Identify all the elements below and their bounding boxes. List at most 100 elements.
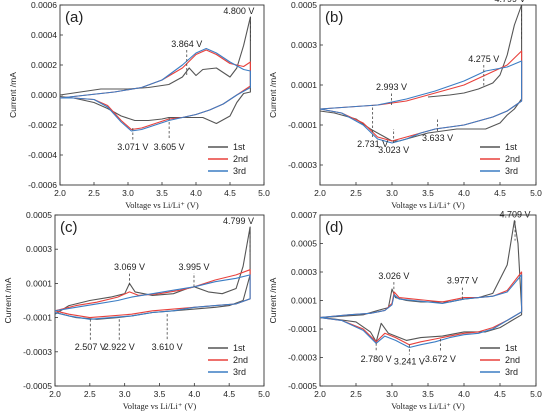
annotation-label: 3.069 V [114,262,145,272]
x-tick-label: 2.0 [54,188,66,198]
annotation-label: 2.780 V [361,354,392,364]
x-tick-label: 3.0 [119,389,131,399]
x-tick-label: 3.5 [156,188,168,198]
x-axis-title: Voltage vs Li/Li⁺ (V) [123,401,197,411]
x-axis-title: Voltage vs Li/Li⁺ (V) [391,401,465,411]
legend-entry: 1st [505,343,518,353]
y-tick-label: 0.0003 [291,267,317,277]
y-tick-label: -0.0001 [288,120,317,130]
annotation-label: 3.026 V [378,271,409,281]
series-line-2nd [319,271,523,346]
y-axis-title: Current /mA [3,277,13,323]
y-tick-label: 0.0006 [31,0,57,10]
legend-entry: 2nd [233,355,248,365]
series-line-3rd [59,47,251,132]
panel-b: 2.0 2.5 3.0 3.5 4.0 4.5 5.0 -0.0003 -0.0001 0.000… [268,0,542,210]
x-tick-label: 2.0 [49,389,61,399]
annotation-label: 3.023 V [378,145,409,155]
annotation-label: 3.864 V [171,39,202,49]
series-line-2nd [319,50,523,142]
y-axis-title: Current /mA [268,72,278,118]
series-line-3rd [319,274,523,349]
y-tick-label: 0.0002 [31,60,57,70]
y-tick-label: -0.0003 [23,347,52,357]
y-tick-label: 0.0007 [291,210,317,220]
legend-entry: 3rd [233,367,246,377]
panel-label: (c) [60,219,78,236]
annotation-label: 4.800 V [223,6,254,16]
y-axis-title: Current /mA [8,72,18,118]
y-tick-label: 0.0000 [31,90,57,100]
legend-entry: 1st [233,343,246,353]
annotation-label: 4.709 V [500,210,531,220]
y-tick-label: -0.0004 [28,150,57,160]
series-line-1st [319,220,523,343]
x-tick-label: 3.5 [154,389,166,399]
annotation-label: 3.241 V [394,357,425,367]
annotation-label: 3.610 V [152,342,183,352]
x-tick-label: 5.0 [530,188,542,198]
panel-c: 2.0 2.5 3.0 3.5 4.0 4.5 5.0 -0.0005 -0.0003 -0.00… [3,210,270,411]
series-line-1st [319,4,523,142]
y-tick-label: 0.0005 [291,239,317,249]
x-tick-label: 3.5 [422,188,434,198]
x-tick-label: 3.5 [422,389,434,399]
x-tick-label: 2.5 [350,188,362,198]
legend-entry: 1st [505,142,518,152]
y-tick-label: 0.0001 [26,278,52,288]
y-tick-label: -0.0001 [23,313,52,323]
x-tick-label: 5.0 [258,188,270,198]
panel-label: (b) [325,9,343,26]
x-tick-label: 5.0 [530,389,542,399]
x-tick-label: 4.0 [190,188,202,198]
series-line-2nd [54,269,251,319]
y-tick-label: 0.0003 [291,40,317,50]
annotation-label: 2.507 V [75,342,106,352]
y-tick-label: 0.0001 [291,296,317,306]
x-tick-label: 3.0 [386,188,398,198]
y-tick-label: 0.0005 [291,0,317,10]
legend-entry: 1st [233,142,246,152]
panel-label: (d) [325,219,343,236]
y-tick-label: -0.0003 [288,353,317,363]
legend-entry: 3rd [505,367,518,377]
annotation-label: 3.605 V [154,142,185,152]
series-line-3rd [319,60,523,144]
x-tick-label: 4.0 [458,389,470,399]
y-tick-label: 0.0004 [31,30,57,40]
annotation-label: 3.633 V [422,133,453,143]
series-line-2nd [59,49,251,131]
x-tick-label: 2.0 [314,389,326,399]
x-axis-title: Voltage vs Li/Li⁺ (V) [391,200,465,210]
legend-entry: 2nd [505,355,520,365]
legend-entry: 2nd [505,154,520,164]
panel-a: 2.0 2.5 3.0 3.5 4.0 4.5 5.0 -0.0006 -0.0004 -0.00… [8,0,270,210]
x-tick-label: 5.0 [258,389,270,399]
x-tick-label: 3.0 [386,389,398,399]
series-line-1st [59,16,251,125]
x-tick-label: 4.0 [458,188,470,198]
legend-entry: 3rd [505,166,518,176]
x-tick-label: 4.5 [494,389,506,399]
y-tick-label: 0.0005 [26,210,52,220]
series-line-3rd [54,274,251,320]
x-tick-label: 2.5 [84,389,96,399]
y-tick-label: 0.0003 [26,244,52,254]
y-tick-label: 0.0001 [291,80,317,90]
x-tick-label: 4.5 [224,188,236,198]
panel-label: (a) [65,9,83,26]
x-tick-label: 4.0 [188,389,200,399]
y-tick-label: -0.0001 [288,324,317,334]
x-tick-label: 2.0 [314,188,326,198]
annotation-label: 2.993 V [376,82,407,92]
annotation-label: 4.799 V [223,216,254,226]
y-tick-label: -0.0005 [288,381,317,391]
x-tick-label: 4.5 [494,188,506,198]
legend-entry: 3rd [233,166,246,176]
x-tick-label: 2.5 [88,188,100,198]
annotation-label: 3.995 V [178,262,209,272]
legend-entry: 2nd [233,154,248,164]
annotation-label: 3.977 V [447,275,478,285]
x-tick-label: 3.0 [122,188,134,198]
